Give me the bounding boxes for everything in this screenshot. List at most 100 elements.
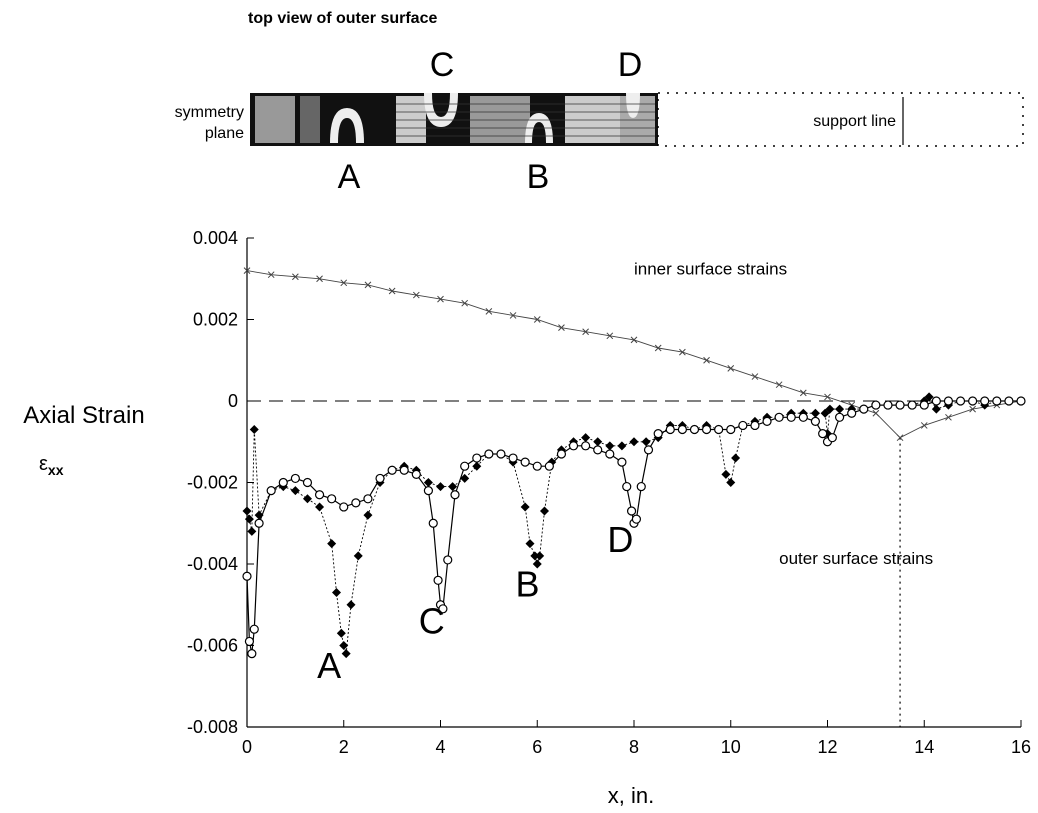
data-point-open-circle (968, 396, 978, 406)
data-point-filled-diamond (525, 539, 535, 549)
data-point-filled-diamond (924, 392, 934, 402)
x-tick-label: 4 (435, 737, 445, 757)
y-tick-label: -0.002 (187, 473, 238, 493)
data-point-filled-diamond (460, 473, 470, 483)
data-point-x-marker (872, 409, 880, 417)
chart-annotation: outer surface strains (779, 549, 933, 568)
data-point-filled-diamond (290, 486, 300, 496)
data-point-x-marker (437, 295, 444, 303)
data-point-x-marker (388, 287, 396, 295)
x-axis-label: x, in. (608, 783, 654, 808)
data-point-x-marker (606, 332, 614, 340)
data-point-open-circle (302, 477, 313, 488)
top-view-panel: top view of outer surface symmetry plane (175, 10, 1024, 196)
data-point-x-marker (558, 324, 565, 332)
data-point-x-marker (292, 273, 299, 281)
data-point-open-circle (278, 477, 288, 488)
y-axis-symbol-subscript: xx (48, 462, 64, 478)
symmetry-label-line2: plane (205, 125, 244, 142)
data-point-open-circle (943, 396, 954, 406)
data-point-x-marker (533, 316, 541, 323)
data-point-open-circle (626, 506, 637, 516)
data-point-x-marker (969, 405, 976, 413)
series-line-x (246, 270, 1022, 439)
data-point-open-circle (919, 400, 929, 410)
data-point-filled-diamond (530, 551, 540, 561)
data-point-open-circle (622, 481, 632, 492)
data-point-open-circle (266, 486, 276, 496)
data-point-open-circle (738, 420, 748, 431)
data-point-open-circle (653, 429, 663, 439)
data-point-filled-diamond (641, 437, 651, 447)
chart-letter-b: B (515, 564, 539, 605)
data-point-x-marker (751, 373, 759, 380)
top-letter-c: C (430, 46, 455, 84)
data-point-open-circle (544, 461, 554, 471)
data-point-open-circle (508, 453, 518, 463)
data-point-open-circle (818, 429, 828, 439)
data-point-open-circle (617, 457, 627, 467)
data-point-open-circle (907, 400, 917, 410)
data-point-filled-diamond (617, 441, 627, 451)
data-point-open-circle (351, 498, 361, 508)
data-point-open-circle (883, 400, 893, 410)
data-point-open-circle (847, 408, 857, 418)
support-line-label: support line (813, 113, 896, 130)
data-point-x-marker (703, 356, 710, 364)
data-point-open-circle (484, 449, 494, 459)
data-point-open-circle (327, 494, 337, 504)
data-point-open-circle (438, 604, 448, 614)
bottom-letter-b: B (527, 158, 550, 196)
data-point-open-circle (689, 424, 700, 435)
data-point-open-circle (871, 400, 881, 410)
data-point-open-circle (834, 412, 845, 422)
top-view-title: top view of outer surface (248, 10, 437, 27)
data-point-open-circle (242, 571, 252, 581)
data-point-open-circle (895, 400, 905, 410)
data-point-filled-diamond (315, 502, 325, 512)
data-point-open-circle (643, 445, 654, 455)
x-tick-label: 8 (629, 737, 639, 757)
data-point-filled-diamond (472, 461, 482, 471)
data-point-filled-diamond (242, 506, 252, 516)
data-point-open-circle (786, 412, 796, 422)
data-point-x-marker (896, 434, 904, 442)
data-point-x-marker (679, 348, 686, 356)
data-point-open-circle (605, 449, 615, 459)
surface-contour-image (250, 93, 658, 146)
data-point-open-circle (750, 420, 760, 431)
data-point-x-marker (461, 299, 469, 307)
data-point-open-circle (532, 461, 542, 471)
data-point-open-circle (701, 424, 712, 435)
data-point-open-circle (399, 465, 409, 475)
data-point-open-circle (460, 461, 470, 471)
data-point-open-circle (423, 486, 434, 496)
data-point-x-marker (509, 312, 517, 319)
data-point-filled-diamond (249, 425, 259, 435)
data-point-filled-diamond (520, 502, 530, 512)
data-point-filled-diamond (535, 551, 545, 561)
data-point-open-circle (827, 433, 837, 443)
chart-axes (246, 238, 1021, 728)
data-point-open-circle (556, 449, 567, 459)
data-point-filled-diamond (532, 559, 542, 569)
data-point-x-marker (945, 413, 952, 421)
top-letter-d: D (618, 46, 643, 84)
y-tick-label: -0.006 (187, 636, 238, 656)
data-point-open-circle (931, 396, 941, 406)
data-point-filled-diamond (825, 404, 835, 414)
data-point-open-circle (249, 624, 259, 634)
data-point-open-circle (774, 412, 784, 422)
data-point-filled-diamond (302, 494, 312, 504)
data-point-open-circle (339, 502, 349, 512)
x-tick-label: 0 (242, 737, 252, 757)
x-tick-label: 10 (721, 737, 741, 757)
data-point-filled-diamond (835, 404, 845, 414)
data-point-filled-diamond (327, 539, 337, 549)
data-point-x-marker (412, 291, 420, 299)
y-tick-label: -0.008 (187, 717, 238, 737)
x-tick-label: 12 (817, 737, 837, 757)
y-axis-label: Axial Strain (23, 402, 144, 429)
data-point-open-circle (443, 555, 453, 565)
data-point-x-marker (582, 328, 589, 336)
